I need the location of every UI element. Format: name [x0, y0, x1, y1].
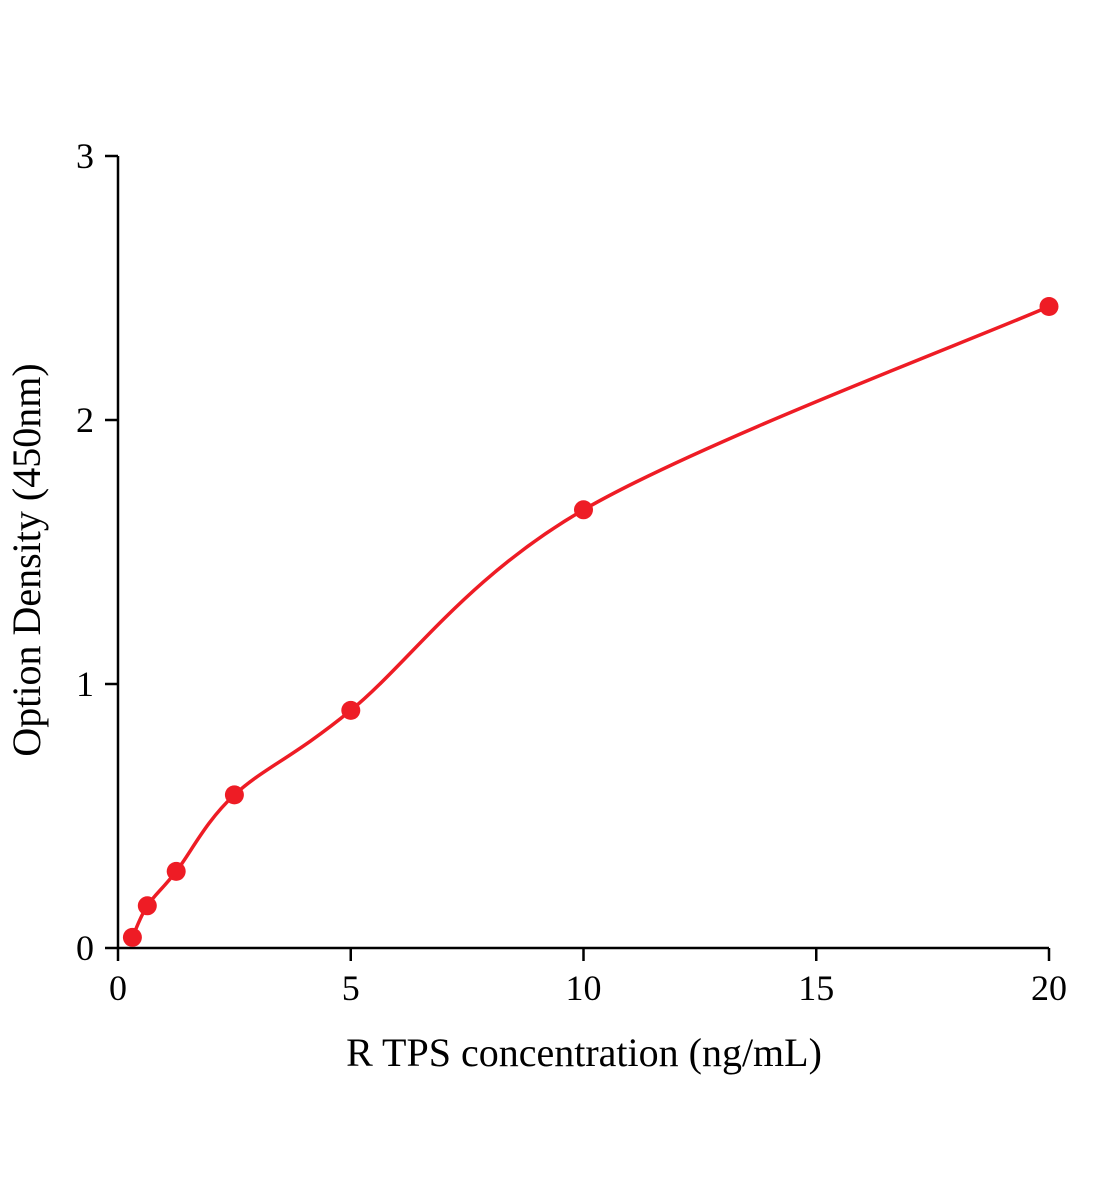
data-point	[137, 896, 157, 916]
x-tick-label: 10	[566, 968, 602, 1008]
data-point	[166, 861, 186, 881]
data-point	[224, 785, 244, 805]
y-tick-label: 3	[76, 136, 94, 176]
axis-lines	[116, 156, 1049, 950]
x-tick-label: 20	[1031, 968, 1067, 1008]
y-tick-label: 1	[76, 664, 94, 704]
fit-curve	[130, 304, 1051, 940]
y-tick-label: 0	[76, 928, 94, 968]
data-point	[574, 500, 593, 520]
data-point	[341, 700, 361, 720]
x-tick-label: 5	[342, 968, 360, 1008]
y-tick-label: 2	[76, 400, 94, 440]
axes-group: 0 5 10 15 20 0 1 2 3	[76, 136, 1067, 1008]
x-tick-label: 15	[798, 968, 834, 1008]
x-tick-label: 0	[109, 968, 127, 1008]
y-axis-label: Option Density (450nm)	[4, 363, 49, 756]
data-point	[1039, 297, 1059, 316]
x-axis-label: R TPS concentration (ng/mL)	[346, 1030, 822, 1075]
data-point	[122, 927, 142, 947]
